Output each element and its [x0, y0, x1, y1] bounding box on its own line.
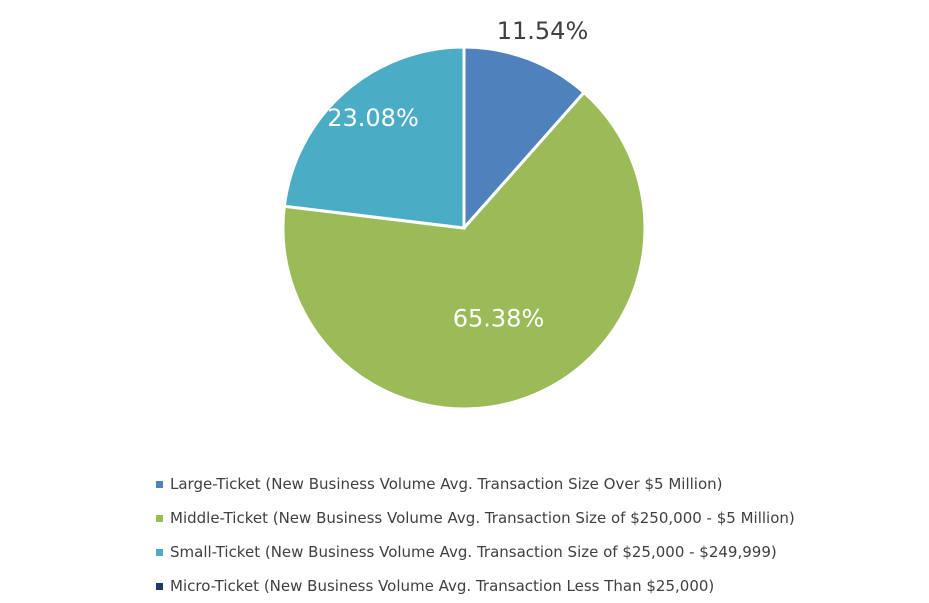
legend-item-middle-ticket: Middle-Ticket (New Business Volume Avg. … — [156, 501, 795, 535]
pie-slice-middle-ticket — [281, 90, 647, 411]
legend-label-small-ticket: Small-Ticket (New Business Volume Avg. T… — [170, 543, 777, 561]
legend-swatch-middle-ticket — [156, 514, 163, 522]
pie-slice-small-ticket — [282, 45, 466, 230]
legend-label-large-ticket: Large-Ticket (New Business Volume Avg. T… — [170, 475, 723, 493]
legend: Large-Ticket (New Business Volume Avg. T… — [156, 467, 795, 603]
data-label-middle-ticket: 65.38% — [453, 305, 545, 333]
legend-item-large-ticket: Large-Ticket (New Business Volume Avg. T… — [156, 467, 795, 501]
legend-swatch-micro-ticket — [156, 582, 163, 590]
legend-item-small-ticket: Small-Ticket (New Business Volume Avg. T… — [156, 535, 795, 569]
legend-label-middle-ticket: Middle-Ticket (New Business Volume Avg. … — [170, 509, 795, 527]
legend-item-micro-ticket: Micro-Ticket (New Business Volume Avg. T… — [156, 569, 795, 603]
pie-slice-large-ticket — [462, 45, 587, 232]
data-label-large-ticket: 11.54% — [497, 17, 589, 45]
legend-swatch-small-ticket — [156, 548, 163, 556]
data-label-small-ticket: 23.08% — [327, 104, 419, 132]
legend-label-micro-ticket: Micro-Ticket (New Business Volume Avg. T… — [170, 577, 715, 595]
legend-swatch-large-ticket — [156, 480, 163, 488]
